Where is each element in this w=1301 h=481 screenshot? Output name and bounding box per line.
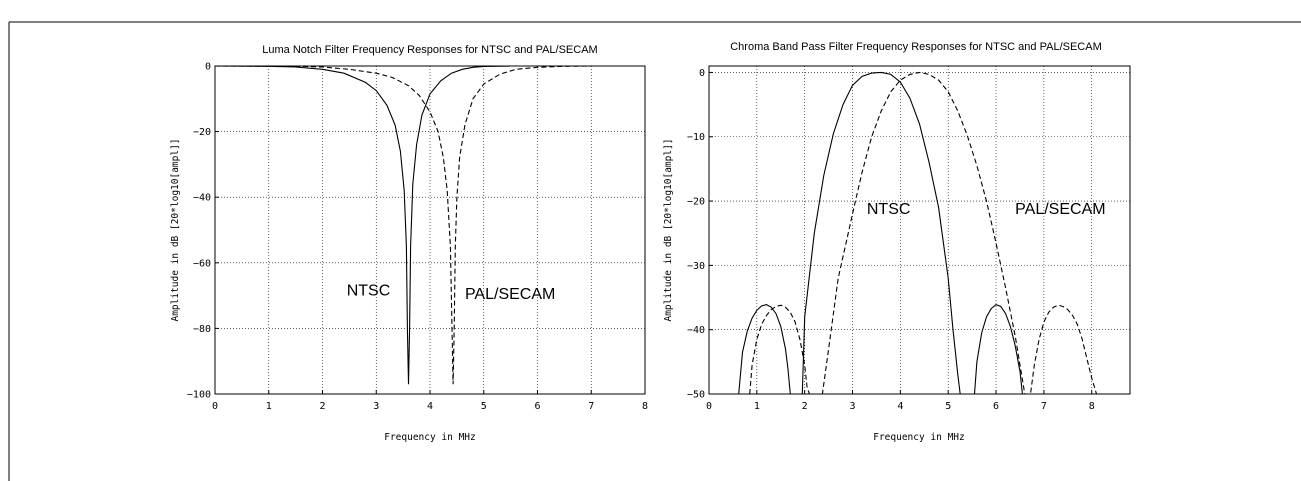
x-tick-label: 3	[373, 401, 379, 412]
y-tick-label: −20	[687, 197, 705, 208]
y-tick-label: 0	[205, 62, 211, 73]
x-tick-label: 7	[588, 401, 594, 412]
chroma-bandpass-chart: Chroma Band Pass Filter Frequency Respon…	[663, 41, 1131, 443]
y-tick-label: 0	[699, 68, 705, 79]
x-axis-label: Frequency in MHz	[384, 432, 476, 443]
x-tick-label: 3	[850, 401, 856, 412]
y-tick-label: −80	[193, 324, 211, 335]
series-line-dashed	[214, 65, 645, 385]
y-tick-label: −20	[193, 127, 211, 138]
luma-notch-chart: Luma Notch Filter Frequency Responses fo…	[170, 44, 648, 443]
x-tick-label: 2	[802, 401, 808, 412]
x-tick-label: 5	[945, 401, 951, 412]
y-axis-label: Amplitude in dB [20*log10[ampl]]	[170, 138, 181, 321]
x-tick-label: 1	[754, 401, 760, 412]
series-line-dashed	[749, 71, 1098, 395]
x-tick-label: 4	[427, 401, 433, 412]
x-tick-label: 6	[993, 401, 999, 412]
series-line-solid	[214, 65, 645, 385]
series-line-solid	[738, 71, 1023, 395]
y-tick-label: −30	[687, 261, 705, 272]
x-tick-label: 0	[706, 401, 712, 412]
x-tick-label: 6	[534, 401, 540, 412]
y-ticks: 0 −20 −40 −60 −80 −100	[187, 62, 219, 401]
y-tick-label: −50	[687, 390, 705, 401]
y-tick-label: −10	[687, 132, 705, 143]
grid-lines	[708, 66, 1130, 395]
x-tick-label: 4	[897, 401, 903, 412]
x-axis-label: Frequency in MHz	[873, 432, 965, 443]
annotation-ntsc: NTSC	[347, 283, 391, 300]
x-ticks: 0 1 2 3 4 5 6 7 8	[212, 390, 648, 412]
x-tick-label: 2	[319, 401, 325, 412]
x-tick-label: 5	[481, 401, 487, 412]
plot-area-frame	[708, 65, 1131, 395]
plot-area-frame	[214, 65, 646, 395]
x-ticks: 0 1 2 3 4 5 6 7 8	[706, 390, 1095, 412]
grid-lines	[214, 65, 646, 395]
annotation-ntsc: NTSC	[867, 201, 911, 218]
series-lines	[738, 71, 1098, 395]
chart-title: Luma Notch Filter Frequency Responses fo…	[262, 44, 597, 56]
y-tick-label: −100	[187, 390, 211, 401]
x-tick-label: 8	[1089, 401, 1095, 412]
y-tick-label: −40	[687, 325, 705, 336]
y-axis-label: Amplitude in dB [20*log10[ampl]]	[663, 138, 674, 321]
annotation-pal-secam: PAL/SECAM	[1015, 201, 1105, 218]
x-tick-label: 7	[1041, 401, 1047, 412]
x-tick-label: 8	[642, 401, 648, 412]
x-tick-label: 1	[266, 401, 272, 412]
annotation-pal-secam: PAL/SECAM	[465, 286, 555, 303]
y-tick-label: −40	[193, 193, 211, 204]
series-lines	[214, 65, 645, 385]
x-tick-label: 0	[212, 401, 218, 412]
y-tick-label: −60	[193, 258, 211, 269]
y-ticks: 0 −10 −20 −30 −40 −50	[687, 68, 713, 401]
chart-title: Chroma Band Pass Filter Frequency Respon…	[730, 41, 1102, 53]
